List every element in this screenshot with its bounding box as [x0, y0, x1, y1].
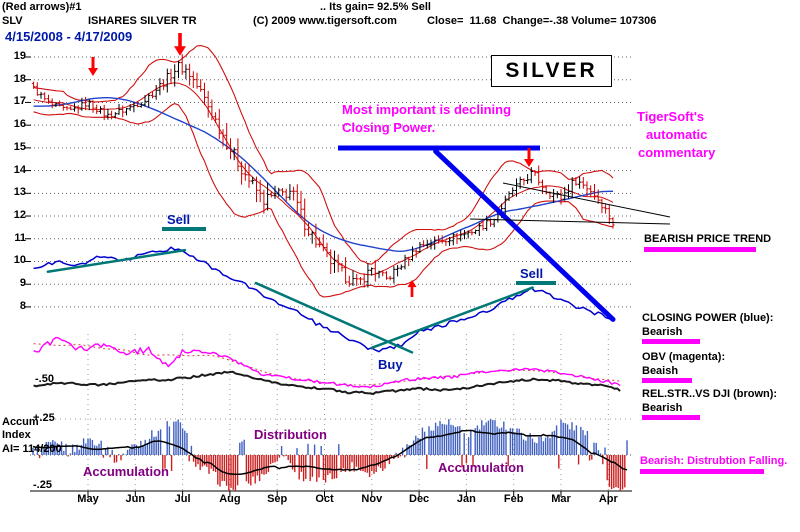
teal-underline-2 [516, 281, 556, 285]
cp-note-line2: Closing Power. [342, 120, 436, 135]
security-name: ISHARES SILVER TR [88, 15, 197, 27]
bearish-price-trend-note: BEARISH PRICE TREND [644, 233, 772, 245]
copyright-notice: (C) 2009 www.tigersoft.com [253, 15, 397, 27]
cp-indicator-status: Bearish [642, 326, 683, 338]
accum-axis-label-line1: Accum [2, 416, 39, 428]
rs-indicator-label: REL.STR..VS DJI (brown): [642, 388, 778, 400]
ai-plus-tick-label: +.25 [33, 412, 55, 424]
cp-indicator-label: CLOSING POWER (blue): [642, 312, 774, 324]
sell-signal-2: Sell [520, 266, 544, 281]
ticker-symbol: SLV [2, 15, 23, 27]
ai-value-readout: AI= 114/200 [2, 443, 62, 455]
obv-indicator-status: Beaish [642, 365, 679, 377]
obv-panel-tick-label: -.50 [35, 373, 54, 385]
quote-stats: Close= 11.68 Change=-.38 Volume= 107306 [427, 15, 657, 27]
chart-title-box: SILVER [491, 55, 612, 87]
commentary-line1: TigerSoft's [637, 109, 705, 124]
chart-title: SILVER [505, 59, 598, 82]
signal-config-label: (Red arrows)#1 [2, 1, 82, 13]
obv-indicator-label: OBV (magenta): [642, 351, 726, 363]
distribution-zone-label: Distribution [254, 427, 327, 442]
date-range: 4/15/2008 - 4/17/2009 [5, 29, 133, 44]
distribution-falling-note: Bearish: Distrubtion Falling. [640, 455, 788, 467]
accumulation-zone-label-left: Accumulation [83, 464, 169, 479]
magenta-underline-1 [644, 247, 756, 252]
ai-minus-tick-label: -.25 [33, 479, 52, 491]
accumulation-zone-label-right: Accumulation [438, 460, 524, 475]
commentary-line2: automatic [646, 127, 708, 142]
gain-readout: .. Its gain= 92.5% Sell [320, 1, 431, 13]
magenta-underline-2 [642, 339, 700, 344]
sell-signal-1: Sell [167, 212, 191, 227]
accum-axis-label-line2: Index [2, 429, 31, 441]
rs-indicator-status: Bearish [642, 402, 683, 414]
magenta-underline-4 [642, 415, 700, 420]
cp-note-line1: Most important is declining [342, 102, 512, 117]
buy-signal: Buy [378, 357, 403, 372]
magenta-underline-5 [640, 469, 764, 474]
commentary-line3: commentary [638, 145, 716, 160]
teal-underline-1 [162, 227, 206, 231]
magenta-underline-3 [642, 378, 692, 383]
